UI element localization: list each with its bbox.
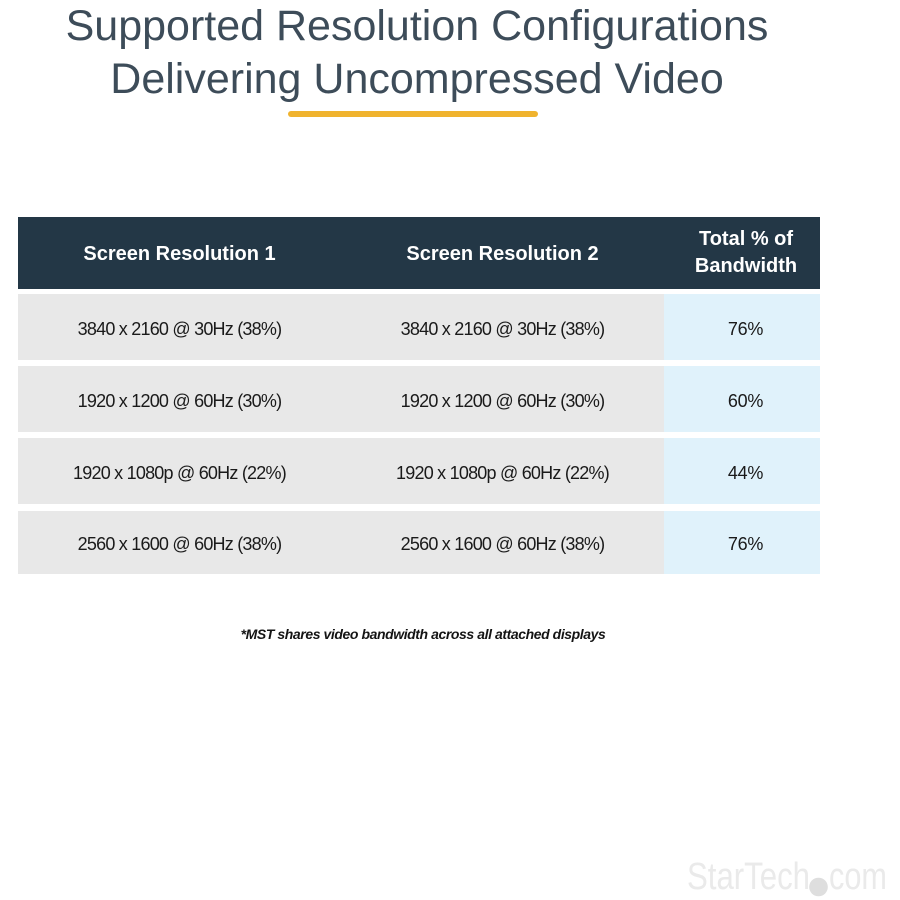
svg-text:StarTech: StarTech xyxy=(687,856,810,898)
svg-text:com: com xyxy=(829,856,887,898)
